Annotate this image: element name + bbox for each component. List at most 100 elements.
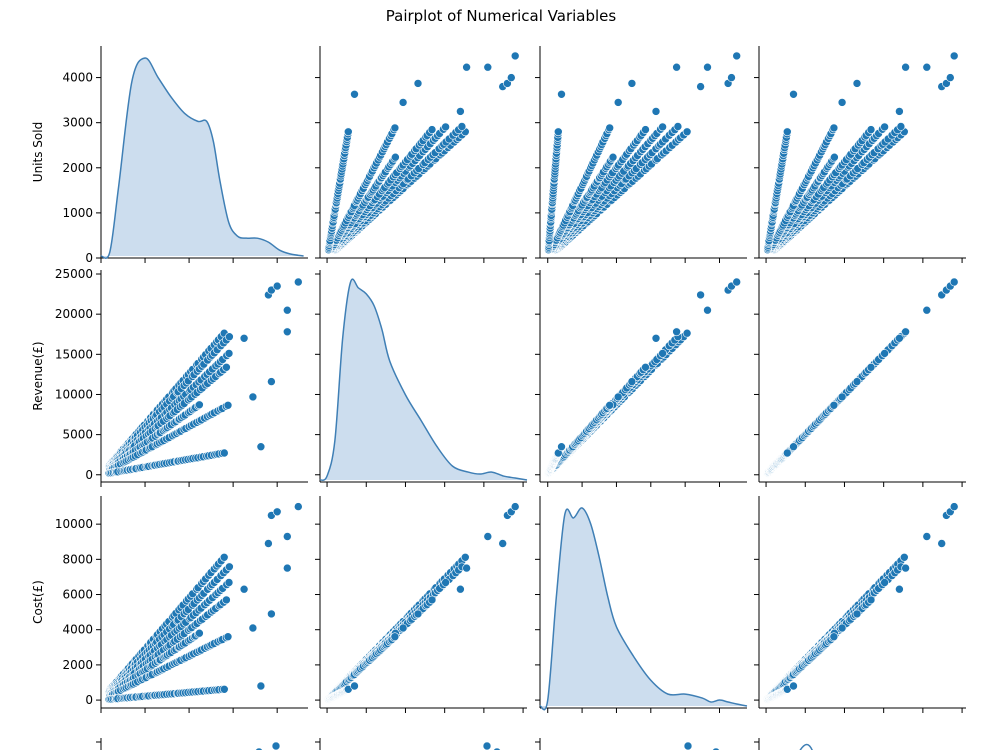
scatter-point [852,609,862,619]
panel-1-2 [535,270,747,487]
scatter-point [195,628,204,638]
panel-0-3 [754,46,966,263]
scatter-point [256,442,266,452]
panel-2-2 [535,496,748,713]
kde-area [101,57,304,259]
scatter-point [223,400,233,410]
scatter-point [922,62,932,72]
y-tick-label: 3000 [62,116,93,130]
scatter-point [427,125,437,134]
scatter-point [413,609,423,619]
scatter-point [271,741,281,750]
scatter-point [557,90,566,99]
scatter-point [829,400,839,410]
panel-1-0: 0 5000 10000 15000 20000 25000 Revenue(£) [31,267,308,487]
scatter-point [456,584,465,594]
scatter-point [272,281,282,291]
scatter-point [613,392,623,402]
scatter-point [222,595,231,605]
y-tick-label: 15000 [55,347,93,361]
scatter-point [782,127,792,137]
scatter-point [282,532,292,541]
scatter-point [350,681,359,691]
scatter-point [239,584,249,594]
scatter-point [398,98,408,107]
scatter-point [272,507,282,517]
panel-2-1 [315,496,527,713]
scatter-point [896,122,906,131]
panel-2-3 [754,496,966,713]
scatter-point [483,62,493,72]
scatter-point [866,362,876,372]
scatter-point [789,90,798,99]
scatter-point [219,552,229,562]
scatter-point [267,609,276,619]
scatter-point [727,73,736,82]
scatter-point [922,532,932,541]
scatter-point [457,122,467,131]
scatter-point [239,333,249,343]
kde-area [320,279,527,481]
scatter-point [225,332,234,342]
scatter-point [732,277,742,287]
scatter-point [223,632,233,642]
scatter-point [651,107,661,116]
scatter-point [441,578,450,587]
scatter-point [220,448,229,458]
scatter-point [949,51,959,61]
scatter-point [673,122,683,131]
scatter-point [557,442,566,452]
scatter-point [498,539,508,548]
figure-title: Pairplot of Numerical Variables [386,7,617,25]
scatter-point [282,327,292,337]
scatter-point [293,277,303,287]
scatter-point [880,349,889,358]
scatter-point [949,277,959,287]
y-tick-label: 2000 [62,161,93,175]
scatter-point [627,377,637,386]
scatter-point [922,305,932,315]
scatter-point [852,377,862,386]
scatter-point [605,123,615,133]
panel-3-1 [315,738,501,750]
scatter-point [830,152,839,162]
scatter-point [672,327,681,337]
scatter-point [880,578,889,587]
scatter-point [703,305,712,315]
scatter-point [267,377,276,386]
scatter-point [937,539,947,548]
y-tick-label: 20000 [55,307,93,321]
kde-area [540,507,747,710]
scatter-point [506,73,516,82]
scatter-point [641,362,650,372]
panel-1-3 [754,270,966,487]
scatter-point [462,62,471,72]
scatter-point [651,333,661,343]
scatter-point [682,328,692,338]
scatter-point [901,327,910,337]
scatter-point [282,305,292,315]
scatter-point [413,79,423,88]
scatter-point [225,562,234,572]
scatter-point [224,578,234,587]
scatter-point [880,122,889,132]
scatter-point [901,563,910,573]
scatter-point [866,595,876,605]
scatter-point [782,448,792,458]
scatter-point [682,127,692,137]
scatter-point [510,502,520,511]
scatter-point [462,563,471,573]
y-axis-title: Units Sold [31,122,45,182]
panel-3-0 [96,738,281,750]
y-tick-label: 5000 [62,428,93,442]
scatter-point [837,98,847,107]
scatter-point [398,623,408,633]
scatter-point [895,584,904,594]
scatter-point [224,349,234,358]
kde-line [799,743,813,750]
panel-3-3 [754,738,813,750]
scatter-point [627,79,637,88]
scatter-point [553,127,563,137]
scatter-point [732,51,742,61]
